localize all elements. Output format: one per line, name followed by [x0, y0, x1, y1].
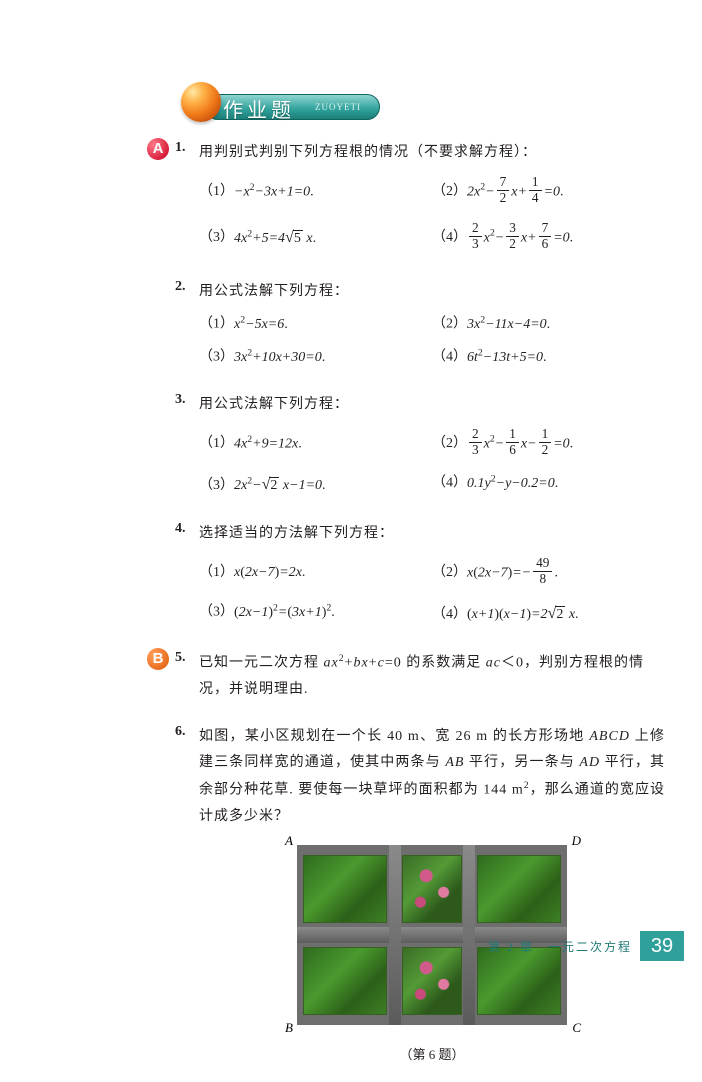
footer-chapter: 第 2 章 一元二次方程: [488, 938, 632, 955]
page-footer: 第 2 章 一元二次方程 39: [488, 931, 684, 961]
problem-6: 6. 如图，某小区规划在一个长 40 m、宽 26 m 的长方形场地 ABCD …: [175, 724, 665, 1068]
problem-1: A 1. 用判别式判别下列方程根的情况（不要求解方程）： （1）−x2−3x+1…: [175, 140, 665, 265]
badge-b-icon: B: [147, 648, 169, 670]
problem-stem: 用判别式判别下列方程根的情况（不要求解方程）：: [199, 140, 665, 167]
problem-4: 4. 选择适当的方法解下列方程： （1）x(2x−7)=2x. （2）x(2x−…: [175, 521, 665, 636]
badge-a-icon: A: [147, 138, 169, 160]
problem-2: 2. 用公式法解下列方程： （1）x2−5x=6. （2）3x2−11x−4=0…: [175, 279, 665, 378]
section-header: 作业题 ZUOYETI: [175, 88, 385, 124]
problem-5: B 5. 已知一元二次方程 ax2+bx+c=0 的系数满足 ac＜0，判别方程…: [175, 650, 665, 710]
sphere-icon: [181, 82, 221, 122]
corner-A: A: [285, 829, 293, 854]
problem-3: 3. 用公式法解下列方程： （1）4x2+9=12x. （2）23x2−16x−…: [175, 392, 665, 507]
header-subtitle: ZUOYETI: [315, 102, 361, 112]
problem-number: 6.: [175, 724, 199, 740]
figure-caption: （第 6 题）: [297, 1043, 567, 1068]
footer-page-number: 39: [640, 931, 684, 961]
problem-number: 4.: [175, 521, 199, 537]
header-title: 作业题: [223, 94, 295, 123]
corner-C: C: [572, 1016, 581, 1041]
problem-stem: 用公式法解下列方程：: [199, 279, 665, 306]
corner-B: B: [285, 1016, 293, 1041]
problem-number: 2.: [175, 279, 199, 295]
problem-number: 1.: [175, 140, 199, 156]
corner-D: D: [572, 829, 581, 854]
problem-stem: 已知一元二次方程 ax2+bx+c=0 的系数满足 ac＜0，判别方程根的情况，…: [199, 650, 665, 704]
problem-stem: 选择适当的方法解下列方程：: [199, 521, 665, 548]
problem-stem: 用公式法解下列方程：: [199, 392, 665, 419]
problem-number: 3.: [175, 392, 199, 408]
problem-number: 5.: [175, 650, 199, 666]
problem-stem: 如图，某小区规划在一个长 40 m、宽 26 m 的长方形场地 ABCD 上修建…: [199, 724, 665, 831]
